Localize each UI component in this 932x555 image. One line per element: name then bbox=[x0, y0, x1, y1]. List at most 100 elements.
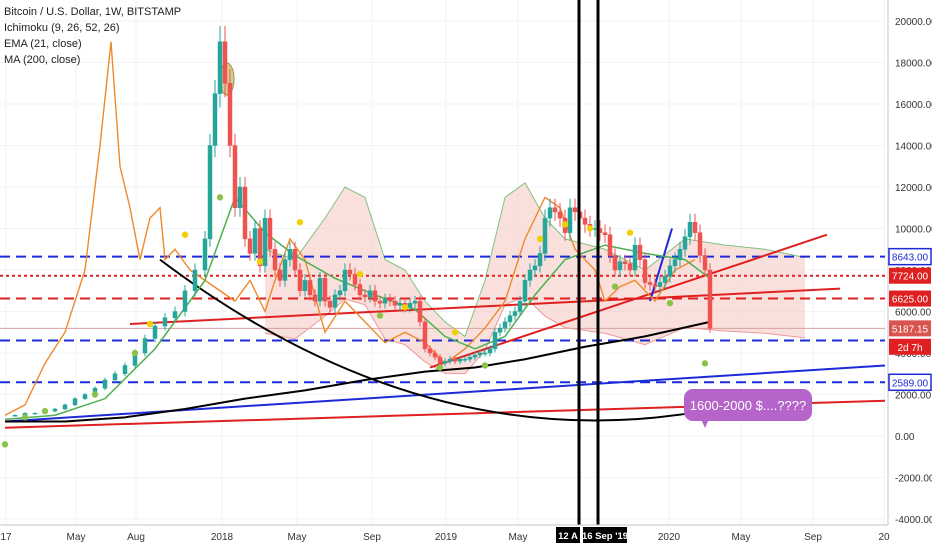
price-tag-label: 2589.00 bbox=[892, 378, 929, 389]
price-tag-label: 7724.00 bbox=[892, 272, 929, 283]
candle-body bbox=[487, 348, 493, 354]
candle-body bbox=[397, 302, 403, 306]
y-tick-label: 18000.00 bbox=[895, 59, 932, 70]
candle-body bbox=[352, 273, 358, 285]
candle-body bbox=[372, 290, 378, 302]
x-tick-label: 12 A bbox=[558, 531, 578, 542]
candle-body bbox=[507, 315, 513, 323]
candle-body bbox=[282, 259, 288, 281]
candle-body bbox=[552, 207, 558, 213]
candle-body bbox=[382, 298, 388, 304]
y-tick-label: 12000.00 bbox=[895, 183, 932, 194]
cloud-fill bbox=[265, 182, 805, 374]
x-tick-label: 17 bbox=[0, 532, 12, 543]
price-tag-label: 8643.00 bbox=[892, 253, 929, 264]
candle-body bbox=[452, 358, 458, 362]
candle-body bbox=[212, 93, 218, 146]
candle-body bbox=[657, 282, 663, 287]
candle-body bbox=[572, 207, 578, 213]
x-tick-label: May bbox=[732, 532, 751, 543]
signal-dot bbox=[131, 349, 139, 357]
signal-dot bbox=[181, 231, 189, 238]
candle-body bbox=[632, 244, 638, 271]
candle-body bbox=[252, 228, 258, 254]
candle-body bbox=[432, 352, 438, 358]
candle-body bbox=[332, 294, 338, 308]
x-tick-label: May bbox=[67, 532, 86, 543]
candle-body bbox=[592, 228, 598, 230]
candle-body bbox=[662, 275, 668, 283]
candle-body bbox=[522, 280, 528, 302]
x-marker-tag bbox=[583, 527, 627, 543]
signal-dot bbox=[91, 391, 99, 398]
y-tick-label: -2000.00 bbox=[895, 474, 932, 485]
candle-body bbox=[687, 222, 693, 238]
y-tick-label: 6000.00 bbox=[895, 308, 932, 319]
signal-dot bbox=[376, 312, 384, 319]
candle-body bbox=[302, 280, 308, 291]
ma200-line bbox=[5, 320, 711, 423]
signal-dot bbox=[611, 283, 619, 290]
vertical-markers bbox=[577, 0, 600, 525]
candle-body bbox=[482, 352, 488, 355]
candle-body bbox=[512, 311, 518, 316]
signal-dot bbox=[41, 407, 49, 415]
candle-body bbox=[362, 294, 368, 298]
candle-body bbox=[672, 259, 678, 267]
candle-body bbox=[497, 327, 503, 333]
price-tag-box bbox=[889, 320, 931, 337]
signal-dot bbox=[256, 258, 264, 265]
candle-body bbox=[617, 261, 623, 271]
candle-body bbox=[622, 261, 628, 265]
candle-body bbox=[602, 232, 608, 235]
candle-body bbox=[192, 269, 198, 291]
price-tag-label: 2d 7h bbox=[897, 343, 922, 354]
candle-body bbox=[367, 290, 373, 298]
price-tag-label: 5187.15 bbox=[892, 324, 929, 335]
legend-symbol[interactable]: Bitcoin / U.S. Dollar, 1W, BITSTAMP bbox=[4, 6, 182, 18]
price-tag-box bbox=[889, 267, 931, 284]
price-tag-box bbox=[888, 373, 932, 392]
signal-dot bbox=[1, 441, 9, 448]
legend-ichimoku[interactable]: Ichimoku (9, 26, 52, 26) bbox=[4, 22, 120, 34]
orange-line bbox=[4, 41, 696, 416]
x-tick-label: Sep bbox=[363, 532, 381, 543]
candle-body bbox=[502, 321, 508, 329]
y-tick-label: 20000.00 bbox=[895, 17, 932, 28]
legend-ma[interactable]: MA (200, close) bbox=[4, 54, 81, 66]
candle-body bbox=[307, 280, 313, 296]
candle-body bbox=[437, 356, 443, 364]
candle-body bbox=[607, 234, 613, 256]
legend-ema[interactable]: EMA (21, close) bbox=[4, 38, 82, 50]
candle-body bbox=[422, 321, 428, 350]
candle-body bbox=[72, 398, 78, 406]
candle-body bbox=[472, 354, 478, 358]
candle-body bbox=[477, 352, 483, 356]
callout-note[interactable]: 1600-2000 $....???? bbox=[684, 389, 812, 421]
candle-body bbox=[222, 41, 228, 84]
candle-body bbox=[612, 255, 618, 271]
candle-body bbox=[237, 186, 243, 208]
y-tick-label: 10000.00 bbox=[895, 225, 932, 236]
candle-body bbox=[267, 217, 273, 250]
candle-body bbox=[387, 298, 393, 302]
candle-body bbox=[627, 263, 633, 271]
candle-body bbox=[257, 228, 263, 267]
callout-tail bbox=[701, 419, 709, 428]
candle-body bbox=[532, 265, 538, 271]
trendline-blue-short bbox=[649, 228, 673, 302]
candle-body bbox=[492, 332, 498, 350]
candle-body bbox=[292, 249, 298, 271]
x-tick-label: 20 bbox=[878, 532, 890, 543]
signal-dot bbox=[536, 235, 544, 243]
candle-body bbox=[537, 253, 543, 267]
candle-body bbox=[392, 300, 398, 306]
candle-body bbox=[517, 300, 523, 312]
candle-body bbox=[247, 238, 253, 254]
candle-body bbox=[152, 325, 158, 339]
x-tick-label: Aug bbox=[127, 532, 145, 543]
signal-dot bbox=[586, 225, 594, 232]
signal-dot bbox=[356, 270, 364, 278]
y-tick-label: 0.00 bbox=[895, 432, 915, 443]
